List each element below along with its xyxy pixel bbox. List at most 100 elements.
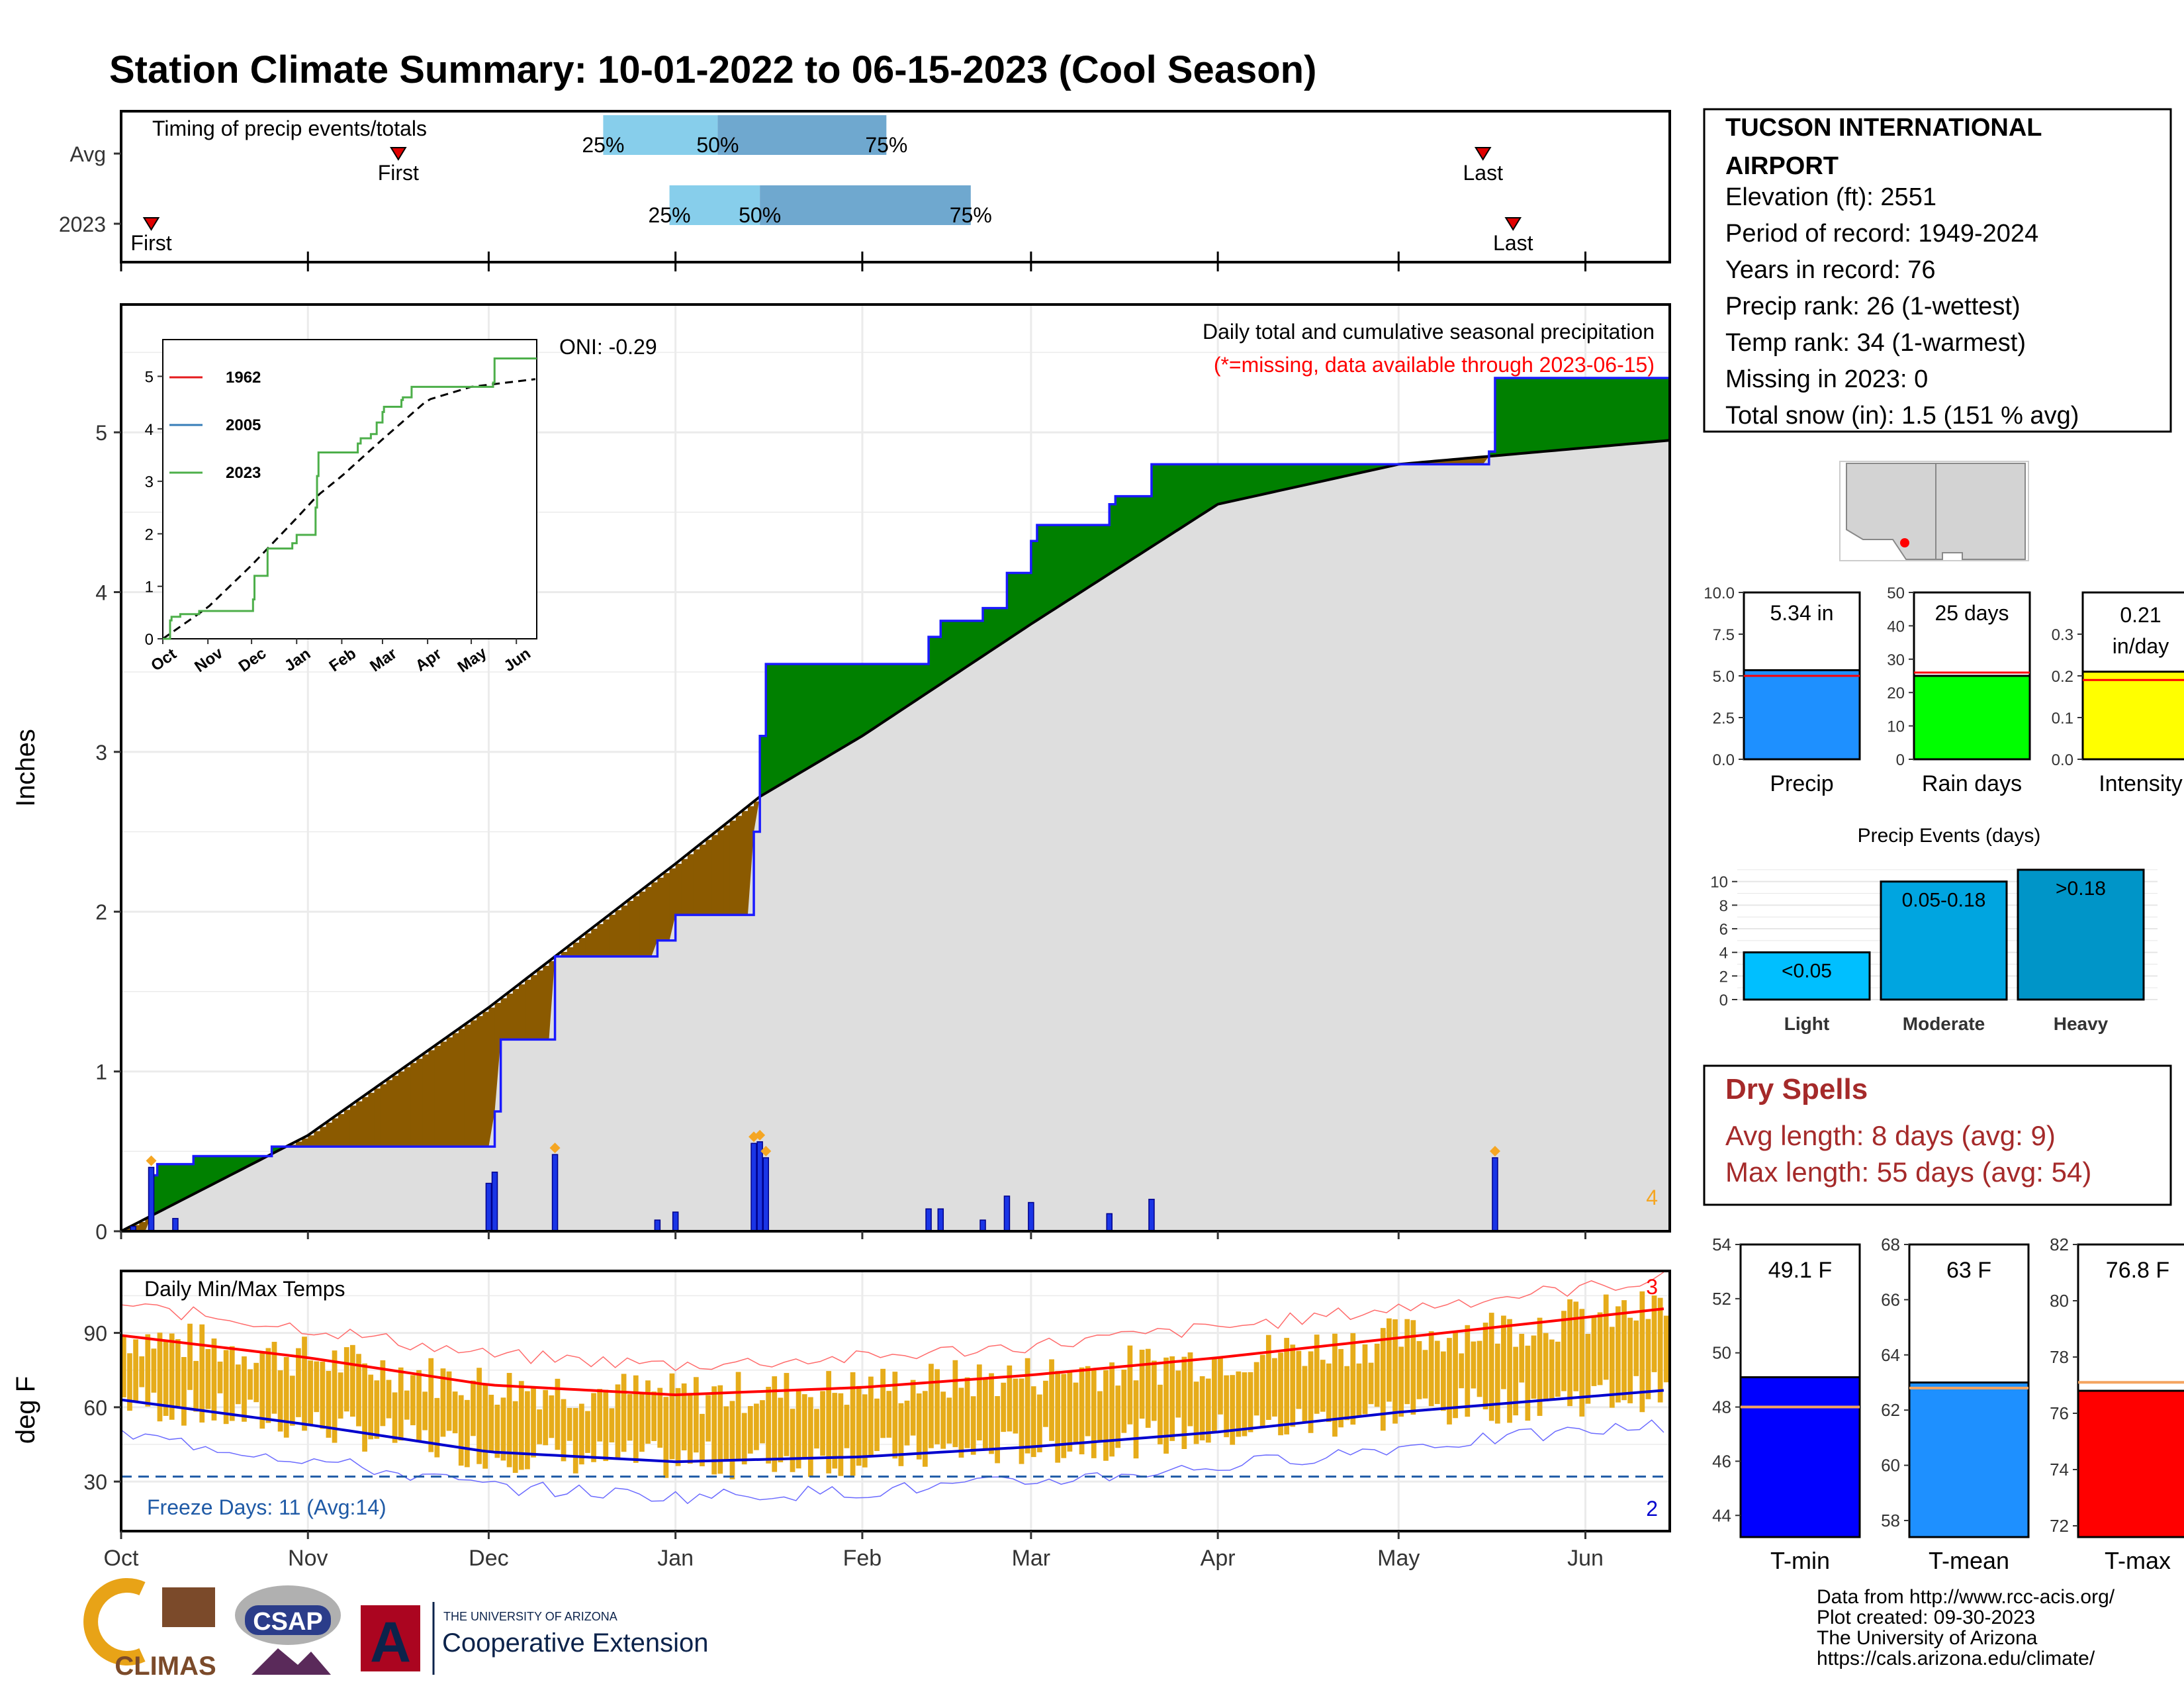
temp-summary-tick-label: 72 [2050, 1516, 2069, 1536]
daily-temp-bar [1609, 1327, 1615, 1408]
surplus-slice [838, 664, 845, 751]
daily-temp-bar [814, 1409, 819, 1449]
temp-xtick-label: Dec [469, 1546, 508, 1571]
surplus-slice [892, 664, 899, 716]
daily-temp-bar [169, 1333, 175, 1420]
surplus-slice [1067, 525, 1074, 601]
surplus-slice [1205, 464, 1212, 512]
daily-temp-bar [410, 1375, 416, 1426]
normal-max-line [120, 1307, 1664, 1397]
surplus-slice [989, 608, 995, 652]
deficit-slice [296, 1141, 302, 1147]
surplus-slice [157, 1164, 164, 1213]
station-line: Missing in 2023: 0 [1725, 365, 1928, 393]
timing-p75: 75% [950, 203, 992, 227]
daily-temp-bar [1127, 1345, 1133, 1425]
surplus-slice [223, 1156, 230, 1179]
daily-temp-bar [1519, 1333, 1525, 1383]
summary-value-unit: in/day [2113, 634, 2169, 658]
daily-temp-bar [1573, 1301, 1579, 1391]
surplus-slice [1121, 496, 1128, 567]
daily-temp-bar [1043, 1380, 1048, 1427]
daily-temp-bar [1139, 1349, 1145, 1419]
daily-temp-bar [729, 1401, 735, 1479]
daily-temp-bar [1091, 1370, 1097, 1458]
surplus-slice [934, 637, 941, 688]
surplus-slice [904, 664, 911, 708]
summary-tick-label: 0.3 [2052, 626, 2073, 644]
daily-temp-bar [1181, 1356, 1187, 1449]
timing-row-label: 2023 [59, 212, 106, 236]
inset-legend-label: 2005 [226, 416, 261, 434]
daily-temp-bar [1036, 1394, 1042, 1452]
timing-content: Avg 25% 50% 75% First Last 2023 25% 50% 75% First L… [59, 115, 1587, 271]
daily-temp-bar [663, 1397, 669, 1478]
deficit-slice [729, 820, 737, 915]
surplus-slice [1024, 573, 1032, 628]
daily-temp-bar [1133, 1380, 1139, 1459]
daily-precip-bar [551, 1154, 559, 1232]
deficit-slice [1441, 460, 1447, 465]
surplus-slice [916, 664, 923, 700]
surplus-slice [1320, 464, 1327, 482]
daily-temp-bar [1001, 1382, 1007, 1432]
daily-temp-bar [537, 1409, 542, 1444]
station-marker [1900, 538, 1909, 547]
surplus-slice [1109, 504, 1116, 574]
daily-temp-bar [223, 1350, 229, 1425]
surplus-slice [1199, 464, 1206, 516]
deficit-slice [349, 1105, 357, 1147]
station-info: TUCSON INTERNATIONAL AIRPORT Elevation (… [1703, 108, 2172, 433]
ua-a-block [361, 1605, 420, 1671]
surplus-slice [1013, 573, 1020, 636]
temp-summary-bar [2077, 1389, 2184, 1538]
summary-tick-label: 0 [1896, 751, 1905, 769]
surplus-slice [862, 664, 869, 736]
daily-temp-bar [488, 1395, 494, 1452]
temp-summary-tick-label: 52 [1712, 1289, 1731, 1309]
surplus-slice [1085, 525, 1092, 590]
event-bar-label: >0.18 [2056, 878, 2106, 900]
daily-temp-bar [1422, 1350, 1428, 1399]
daily-temp-bar [1447, 1338, 1452, 1425]
daily-temp-bar [645, 1380, 651, 1444]
daily-temp-bar [1218, 1356, 1223, 1415]
precip-areas [120, 377, 1670, 1233]
temp-summary-value: 49.1 F [1768, 1258, 1832, 1283]
summary-tick-label: 50 [1887, 585, 1905, 602]
extreme-marker [760, 1145, 772, 1156]
daily-temp-bar [157, 1333, 163, 1422]
climas-text: CLIMAS [114, 1652, 216, 1681]
surplus-slice [1302, 464, 1309, 486]
deficit-slice [651, 882, 658, 957]
record-max-line [120, 1272, 1664, 1372]
daily-temp-bar [1067, 1372, 1073, 1452]
timing-p25: 25% [582, 133, 624, 157]
surplus-slice [820, 664, 827, 761]
surplus-slice [1531, 378, 1538, 453]
daily-temp-bar [1236, 1371, 1242, 1437]
footer-line: https://cals.arizona.edu/climate/ [1817, 1648, 2095, 1669]
surplus-slice [1314, 464, 1321, 483]
temp-panel: deg F Daily Min/Max Temps Freeze Days: 1… [11, 1270, 1671, 1571]
temp-summary-tick-label: 78 [2050, 1347, 2069, 1367]
deficit-slice [314, 1131, 321, 1147]
deficit-slice [572, 942, 580, 957]
daily-temp-bar [747, 1406, 753, 1454]
surplus-slice [1175, 464, 1183, 532]
daily-temp-bar [1453, 1331, 1458, 1419]
daily-temp-bar [1290, 1344, 1296, 1427]
surplus-slice [964, 620, 972, 669]
deficit-slice [320, 1127, 327, 1147]
daily-temp-bar [820, 1391, 825, 1456]
temp-summary-tick-label: 82 [2050, 1235, 2069, 1254]
daily-temp-bar [1368, 1362, 1374, 1405]
daily-temp-bar [1380, 1328, 1386, 1431]
daily-temp-bar [494, 1405, 500, 1458]
summary-tick-label: 2.5 [1713, 710, 1735, 727]
summary-bar [1743, 669, 1861, 761]
station-line: Temp rank: 34 (1-warmest) [1725, 329, 2026, 357]
daily-temp-bar [1242, 1372, 1248, 1436]
daily-temp-bar [801, 1394, 807, 1458]
deficit-slice [404, 1067, 411, 1147]
